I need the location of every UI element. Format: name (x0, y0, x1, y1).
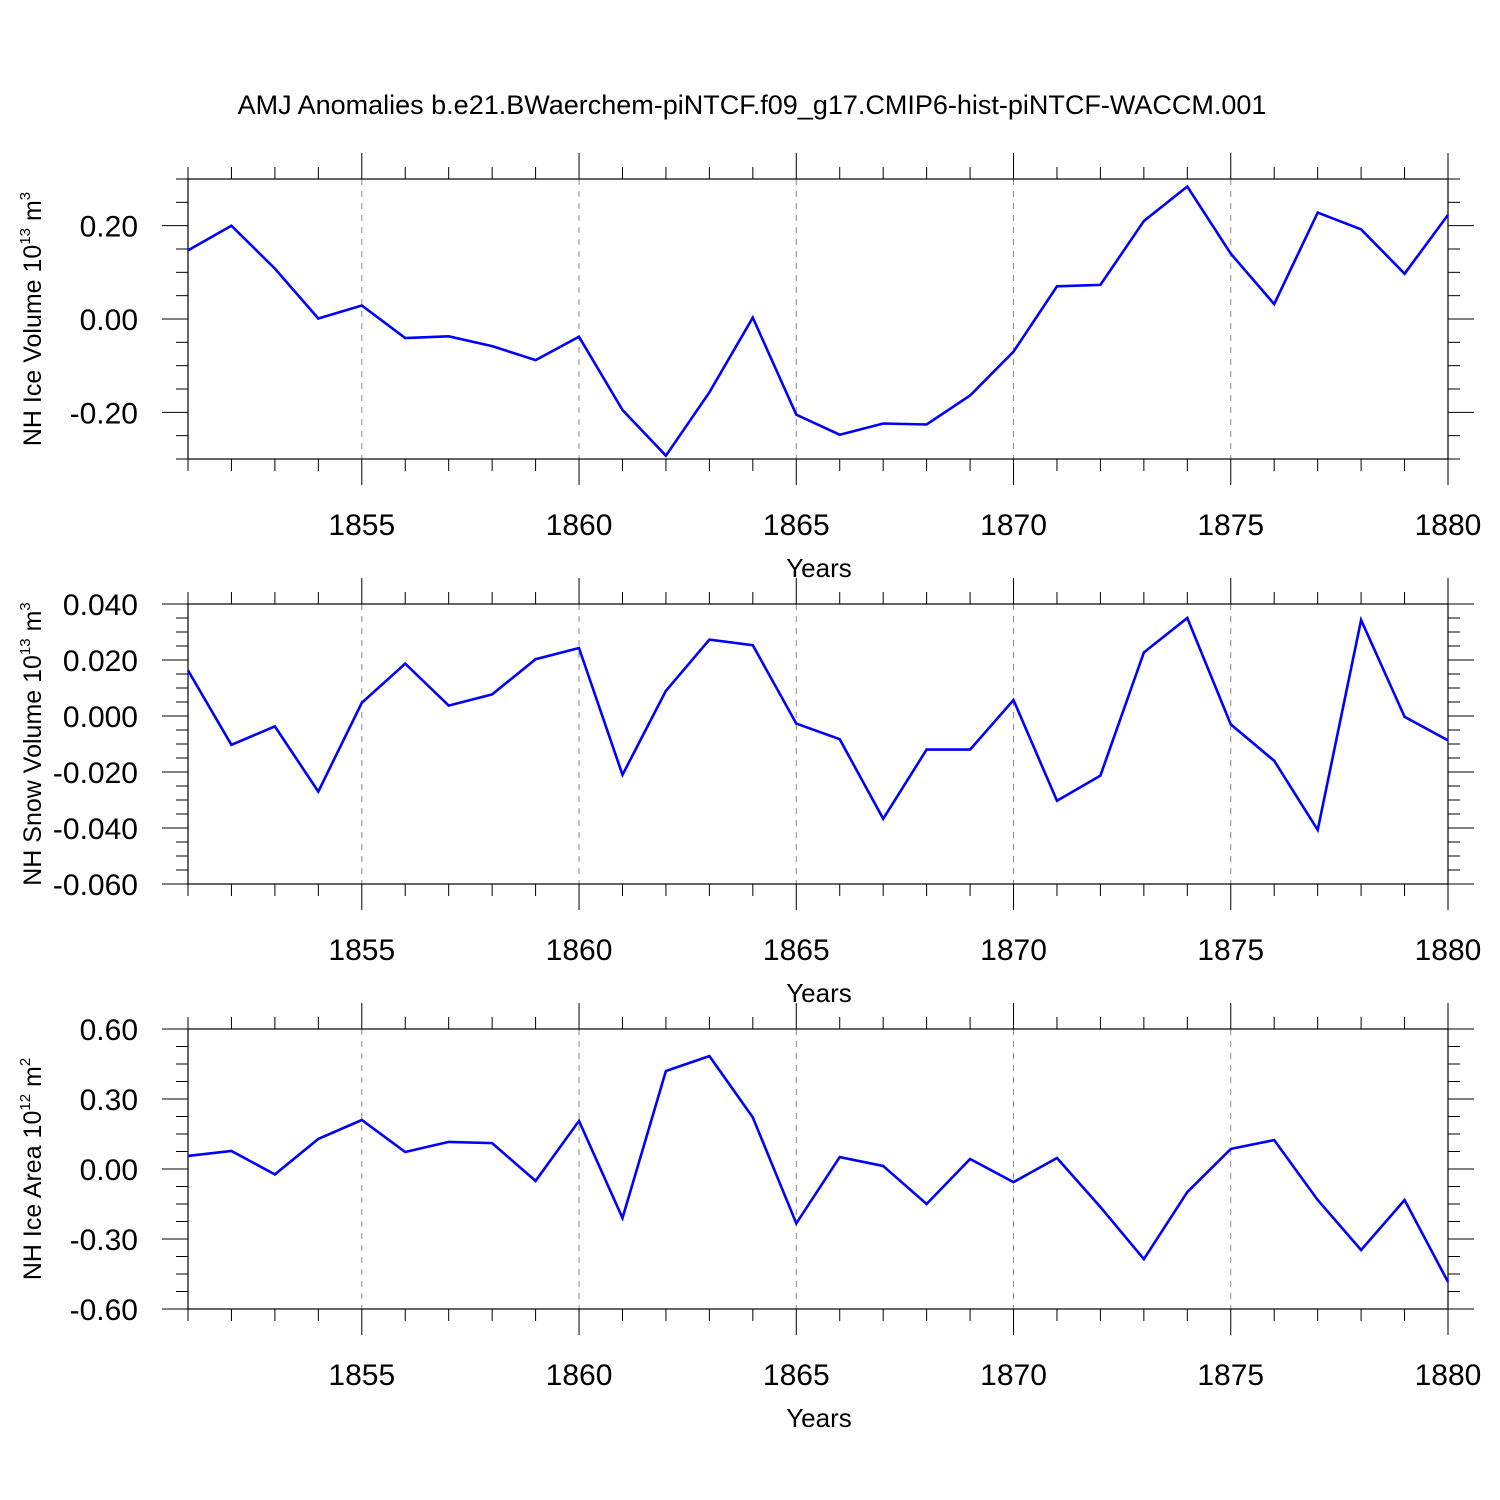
y-tick-label: 0.00 (80, 304, 138, 337)
y-axis-label: NH Snow Volume 1013 m3 (17, 602, 47, 886)
y-axis-label-unit: m (19, 1066, 47, 1094)
y-axis-label-exponent: 13 (17, 228, 34, 245)
plot-frame (187, 178, 1449, 460)
y-axis-label-unit: m (19, 200, 47, 228)
x-tick-label: 1870 (980, 934, 1047, 967)
chart-title: AMJ Anomalies b.e21.BWaerchem-piNTCF.f09… (238, 90, 1267, 120)
x-tick-label: 1880 (1415, 1359, 1482, 1392)
series-line (187, 1054, 1450, 1283)
y-tick-label: -0.040 (53, 813, 138, 846)
x-axis-label: Years (786, 553, 852, 583)
x-tick-label: 1870 (980, 509, 1047, 542)
y-tick-label: -0.20 (70, 397, 138, 430)
y-tick-label: 0.000 (63, 701, 138, 734)
y-axis-label-unit-exponent: 3 (17, 192, 34, 200)
plot-frame (187, 603, 1449, 885)
x-tick-label: 1865 (763, 934, 830, 967)
x-tick-label: 1880 (1415, 934, 1482, 967)
x-axis-label: Years (786, 978, 852, 1008)
y-tick-label: 0.60 (80, 1014, 138, 1047)
x-tick-label: 1865 (763, 509, 830, 542)
y-tick-label: 0.20 (80, 211, 138, 244)
x-tick-label: 1855 (328, 934, 395, 967)
x-tick-label: 1860 (546, 509, 613, 542)
x-tick-label: 1865 (763, 1359, 830, 1392)
y-tick-label: 0.020 (63, 645, 138, 678)
x-tick-label: 1855 (328, 509, 395, 542)
y-axis-label-unit: m (19, 611, 47, 639)
y-axis-label-text: NH Ice Volume 10 (19, 245, 47, 447)
x-tick-label: 1870 (980, 1359, 1047, 1392)
y-axis-label-unit-exponent: 3 (17, 602, 34, 610)
panel-2: 1855 1860 1865 1870 1875 1880 0.040 0.020 0.000 -… (17, 578, 1481, 1008)
plot-frame (187, 1028, 1449, 1310)
x-tick-label: 1860 (546, 934, 613, 967)
y-tick-label: 0.040 (63, 589, 138, 622)
panel-3: 1855 1860 1865 1870 1875 1880 0.60 0.30 0.00 -0.3… (17, 1003, 1481, 1433)
y-axis-label: NH Ice Area 1012 m2 (17, 1058, 47, 1280)
x-tick-label: 1875 (1197, 509, 1264, 542)
y-tick-label: -0.020 (53, 757, 138, 790)
y-tick-label: -0.060 (53, 869, 138, 902)
x-tick-label: 1875 (1197, 934, 1264, 967)
y-axis-label-text: NH Snow Volume 10 (19, 655, 47, 886)
y-tick-label: 0.00 (80, 1154, 138, 1187)
y-tick-label: -0.30 (70, 1224, 138, 1257)
x-tick-label: 1855 (328, 1359, 395, 1392)
x-tick-label: 1875 (1197, 1359, 1264, 1392)
x-tick-label: 1880 (1415, 509, 1482, 542)
y-axis-label-exponent: 12 (17, 1094, 34, 1111)
y-tick-label: 0.30 (80, 1084, 138, 1117)
y-axis-label: NH Ice Volume 1013 m3 (17, 192, 47, 446)
x-axis-label: Years (786, 1403, 852, 1433)
y-axis-label-exponent: 13 (17, 638, 34, 655)
panel-1: 1855 1860 1865 1870 1875 1880 0.20 0.00 -0.20 Yea… (17, 153, 1481, 583)
y-axis-label-text: NH Ice Area 10 (19, 1111, 47, 1281)
series-line (187, 184, 1450, 458)
series-line (186, 615, 1449, 834)
y-tick-label: -0.60 (70, 1294, 138, 1327)
y-axis-label-unit-exponent: 2 (17, 1058, 34, 1066)
x-tick-label: 1860 (546, 1359, 613, 1392)
